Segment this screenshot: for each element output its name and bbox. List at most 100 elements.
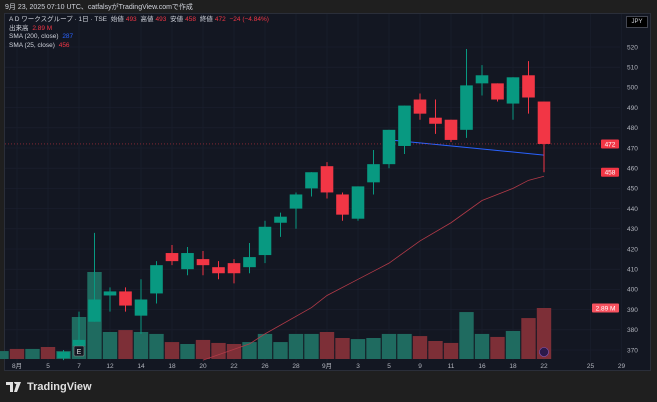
candle-body — [181, 253, 194, 270]
date-tick: 9 — [418, 363, 422, 370]
candle-body — [382, 129, 396, 165]
volume-bar — [133, 332, 149, 359]
high-value: 493 — [155, 16, 167, 23]
date-tick: 20 — [199, 363, 207, 370]
date-tick: 29 — [618, 363, 626, 370]
date-tick: 18 — [168, 363, 176, 370]
date-tick: 3 — [356, 363, 360, 370]
price-tick: 390 — [627, 307, 638, 314]
volume-bar — [25, 348, 40, 359]
candle-body — [88, 299, 101, 322]
volume-bar — [211, 342, 226, 359]
candle-body — [367, 164, 380, 183]
volume-bar — [242, 342, 257, 359]
price-tick: 430 — [627, 226, 638, 233]
candle-body — [320, 166, 334, 193]
volume-label: 2.89 M — [596, 305, 616, 312]
price-tick: 440 — [627, 206, 638, 213]
date-tick: 25 — [587, 363, 595, 370]
earnings-marker — [73, 345, 85, 357]
volume-bar — [536, 308, 552, 359]
volume-bar — [180, 344, 195, 359]
volume-bar — [443, 342, 459, 359]
candle-body — [57, 352, 70, 359]
sma200-line — [388, 139, 545, 156]
candle-body — [398, 105, 411, 146]
volume-bar — [521, 318, 536, 359]
date-tick: 5 — [46, 363, 50, 370]
legend-ohlc: A D ワークスグループ · 1日 · TSE 始値 493 高値 493 安値 45… — [9, 16, 271, 25]
currency-button[interactable]: JPY — [626, 16, 648, 28]
tradingview-logo-icon — [6, 382, 21, 392]
legend-sma25[interactable]: SMA (25, close) 456 — [9, 42, 271, 51]
price-tick: 480 — [627, 125, 638, 132]
change-value: −24 (−4.84%) — [229, 16, 269, 23]
candle-body — [537, 101, 551, 144]
volume-bar — [257, 333, 273, 359]
volume-bar — [397, 333, 412, 359]
candle-body — [258, 226, 272, 256]
volume-bar — [459, 312, 474, 359]
candle-body — [243, 257, 256, 268]
open-value: 493 — [125, 16, 137, 23]
close-value: 472 — [214, 16, 226, 23]
date-tick: 11 — [448, 363, 455, 370]
price-tick: 400 — [627, 287, 638, 294]
price-tick: 490 — [627, 105, 638, 112]
candle-body — [475, 75, 489, 84]
sma25-label: SMA (25, close) — [9, 41, 55, 49]
symbol-name[interactable]: A D ワークスグループ · 1日 · TSE — [9, 16, 108, 23]
volume-bar — [102, 332, 118, 359]
sma25-value: 456 — [58, 41, 70, 49]
volume-bar — [0, 351, 9, 359]
date-tick: 16 — [478, 363, 486, 370]
candle-body — [413, 99, 427, 114]
candle-body — [506, 77, 520, 104]
price-tick: 380 — [627, 327, 638, 334]
volume-value: 2.89 M — [32, 24, 53, 32]
price-label: 458 — [605, 170, 616, 177]
volume-bar — [149, 333, 164, 359]
candle-body — [522, 75, 535, 98]
volume-bar — [273, 342, 288, 359]
volume-bar — [474, 333, 490, 359]
earnings-marker-label: E — [77, 349, 82, 356]
price-label-box — [601, 167, 619, 177]
volume-bar — [319, 332, 335, 359]
low-label: 安値 — [170, 16, 184, 23]
sma25-line — [202, 175, 545, 361]
candle-body — [289, 194, 303, 209]
candle-body — [227, 263, 241, 274]
candle-body — [274, 216, 287, 223]
volume-bar — [335, 338, 350, 359]
volume-bar — [428, 341, 443, 359]
dividend-marker-icon — [539, 347, 549, 357]
price-tick: 470 — [627, 145, 638, 152]
date-tick: 12 — [106, 363, 114, 370]
high-label: 高値 — [140, 16, 154, 23]
candle-body — [351, 186, 365, 219]
legend-sma200[interactable]: SMA (200, close) 287 — [9, 33, 271, 42]
chart-legend: A D ワークスグループ · 1日 · TSE 始値 493 高値 493 安値 45… — [9, 16, 271, 50]
price-tick: 520 — [627, 44, 638, 51]
candle-body — [444, 119, 458, 140]
price-tick: 460 — [627, 166, 638, 173]
volume-bar — [164, 342, 180, 359]
candle-body — [165, 253, 179, 262]
candle-body — [103, 291, 117, 296]
candle-body — [429, 117, 442, 124]
candle-body — [134, 299, 148, 316]
chart-caption: 9月 23, 2025 07:10 UTC、catfalsyがTradingVi… — [5, 4, 193, 11]
tradingview-logo: TradingView — [6, 381, 92, 393]
volume-bar — [412, 336, 428, 359]
candle-body — [72, 339, 86, 346]
low-value: 458 — [185, 16, 197, 23]
candle-body — [150, 265, 163, 294]
legend-volume[interactable]: 出来高 2.89 M — [9, 25, 271, 34]
volume-bar — [9, 348, 25, 359]
date-tick: 22 — [230, 363, 238, 370]
candle-body — [212, 267, 225, 274]
date-tick: 26 — [261, 363, 269, 370]
close-label: 終値 — [199, 16, 213, 23]
